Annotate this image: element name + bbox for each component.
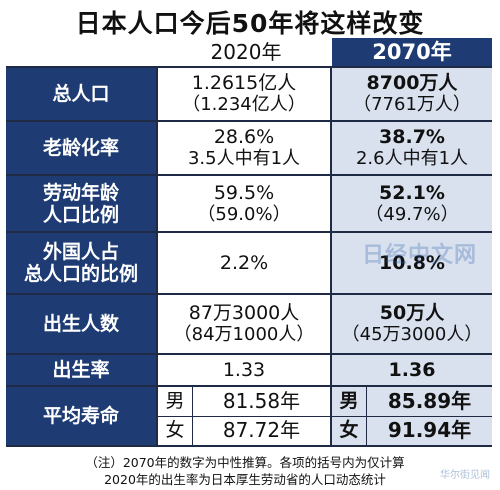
page-title: 日本人口今后50年将这样改变 — [75, 9, 425, 38]
row-label: 总人口 — [6, 68, 158, 120]
cell-2020: 男 81.58年 女 87.72年 — [158, 387, 332, 445]
row-label: 出生率 — [6, 355, 158, 385]
column-header-2070: 2070年 — [332, 38, 492, 66]
life-male-row: 男 85.89年 — [332, 387, 492, 416]
table-row: 出生率 1.33 1.36 — [6, 355, 492, 387]
column-header-2020: 2020年 — [210, 40, 282, 64]
cell-2020: 59.5% （59.0%） — [158, 176, 332, 231]
life-female-row: 女 87.72年 — [158, 415, 330, 445]
life-male-row: 男 81.58年 — [158, 387, 330, 416]
cell-2070: 男 85.89年 女 91.94年 — [332, 387, 492, 445]
footnote: （注）2070年的数字为中性推算。各项的括号内为仅计算 2020年的出生率为日本… — [85, 455, 405, 487]
table-row: 劳动年龄 人口比例 59.5% （59.0%） 52.1% （49.7%） — [6, 176, 492, 233]
table-row: 外国人占 总人口的比例 2.2% 10.8% — [6, 233, 492, 295]
cell-2020: 2.2% — [158, 233, 332, 293]
table-row: 老龄化率 28.6% 3.5人中有1人 38.7% 2.6人中有1人 — [6, 122, 492, 176]
row-label: 外国人占 总人口的比例 — [6, 233, 158, 293]
table-row: 平均寿命 男 81.58年 女 87.72年 男 85.89年 女 91.94年 — [6, 387, 492, 447]
row-label: 老龄化率 — [6, 122, 158, 174]
cell-2020: 1.33 — [158, 355, 332, 385]
comparison-table: 总人口 1.2615亿人 （1.234亿人） 8700万人 （7761万人） 老… — [6, 66, 492, 447]
watermark: 日经中文网 — [362, 243, 478, 268]
cell-2070: 50万人 （45万3000人） — [332, 295, 492, 353]
cell-2070: 52.1% （49.7%） — [332, 176, 492, 231]
cell-2020: 28.6% 3.5人中有1人 — [158, 122, 332, 174]
cell-2070: 8700万人 （7761万人） — [332, 68, 492, 120]
row-label: 出生人数 — [6, 295, 158, 353]
corner-watermark: 华尔街见闻 — [440, 470, 490, 481]
row-label: 劳动年龄 人口比例 — [6, 176, 158, 231]
cell-2020: 1.2615亿人 （1.234亿人） — [158, 68, 332, 120]
cell-2020: 87万3000人 （84万1000人） — [158, 295, 332, 353]
table-row: 出生人数 87万3000人 （84万1000人） 50万人 （45万3000人） — [6, 295, 492, 355]
cell-2070: 1.36 — [332, 355, 492, 385]
row-label: 平均寿命 — [6, 387, 158, 445]
cell-2070: 10.8% — [332, 233, 492, 293]
life-female-row: 女 91.94年 — [332, 415, 492, 445]
table-row: 总人口 1.2615亿人 （1.234亿人） 8700万人 （7761万人） — [6, 68, 492, 122]
cell-2070: 38.7% 2.6人中有1人 — [332, 122, 492, 174]
